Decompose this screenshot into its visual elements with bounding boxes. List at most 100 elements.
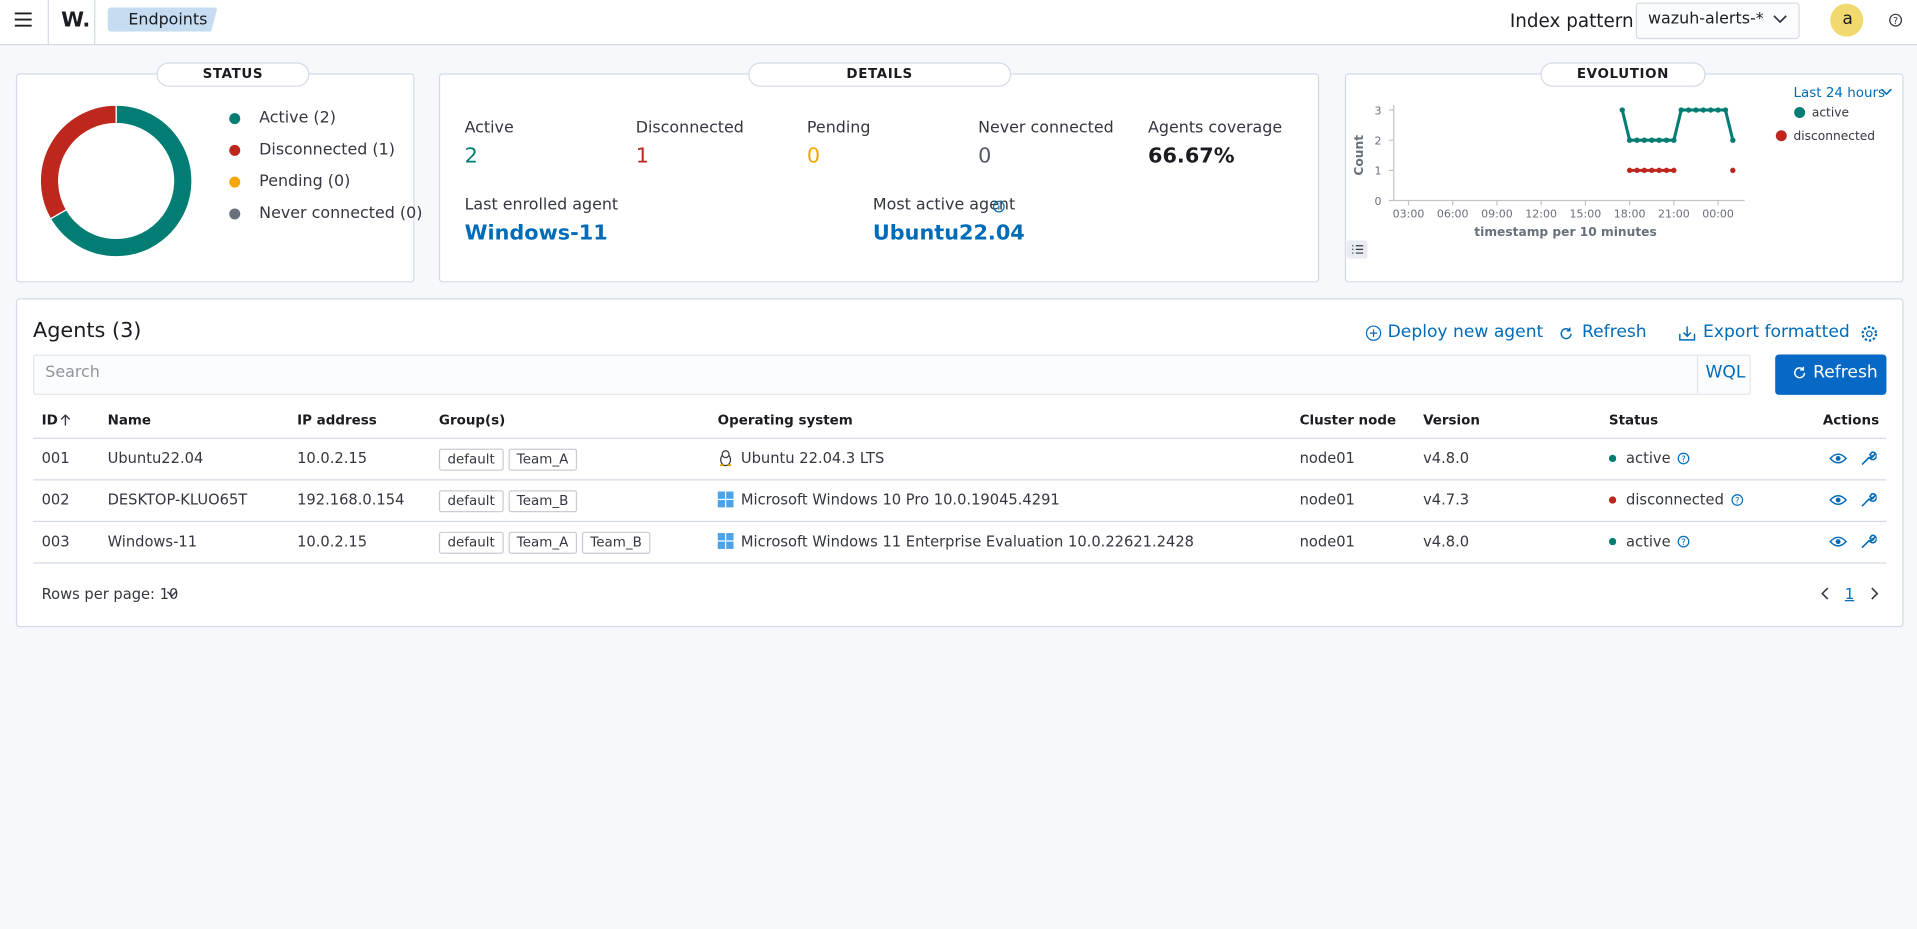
column-header[interactable]: Cluster node [1300, 413, 1396, 429]
view-action[interactable] [1829, 535, 1847, 547]
x-tick-label: 12:00 [1525, 208, 1557, 221]
settings-icon[interactable] [1861, 325, 1878, 342]
view-action[interactable] [1829, 452, 1847, 464]
export-icon[interactable] [1679, 325, 1696, 341]
legend-dot [1794, 107, 1805, 118]
series-point [1627, 137, 1632, 142]
stat-value: 0 [978, 144, 991, 169]
prev-page[interactable] [1820, 587, 1829, 600]
wql-divider [1697, 356, 1698, 394]
series-point [1627, 168, 1632, 173]
deploy-icon[interactable] [1366, 325, 1382, 341]
table-title: Agents (3) [33, 319, 141, 344]
config-action[interactable] [1860, 450, 1877, 467]
legend-label: active [1812, 106, 1849, 120]
legend-label: Disconnected (1) [259, 141, 395, 160]
table-action[interactable]: Refresh [1582, 322, 1647, 343]
series-point [1671, 137, 1676, 142]
table-action[interactable]: Export formatted [1703, 322, 1850, 343]
series-point [1649, 137, 1654, 142]
group-badge[interactable]: Team_A [508, 449, 577, 471]
x-tick-label: 03:00 [1393, 208, 1425, 221]
help-icon[interactable]: ? [1889, 13, 1902, 26]
stat-label: Active [465, 119, 514, 138]
column-header[interactable]: Version [1423, 413, 1480, 429]
cell-id: 002 [42, 491, 70, 509]
next-page[interactable] [1871, 587, 1880, 600]
cell-status: disconnected [1626, 491, 1724, 509]
status-help[interactable]: ? [1678, 452, 1690, 464]
details-panel [439, 73, 1319, 282]
view-action[interactable] [1829, 494, 1847, 506]
x-axis-title: timestamp per 10 minutes [1474, 225, 1656, 239]
status-dot [1609, 496, 1616, 503]
status-help[interactable]: ? [1731, 494, 1743, 506]
series-point [1642, 168, 1647, 173]
group-badge[interactable]: default [439, 532, 503, 554]
app-logo: W. [61, 8, 90, 33]
cell-name: DESKTOP-KLUO65T [108, 491, 248, 509]
legend-label: Never connected (0) [259, 204, 422, 223]
column-header[interactable]: ID [42, 413, 58, 429]
y-tick-label: 3 [1375, 104, 1382, 117]
stat-value: 1 [636, 144, 649, 169]
cell-groups: defaultTeam_ATeam_B [439, 532, 655, 554]
cell-version: v4.8.0 [1423, 450, 1469, 468]
time-range-picker[interactable]: Last 24 hours [1794, 85, 1886, 101]
page-number[interactable]: 1 [1845, 585, 1854, 603]
os-icon [718, 491, 734, 508]
rows-arrow[interactable] [166, 591, 177, 598]
table-action[interactable]: Deploy new agent [1388, 322, 1544, 343]
search-input[interactable] [33, 355, 1751, 395]
x-tick-label: 09:00 [1481, 208, 1513, 221]
row-border [33, 521, 1886, 522]
column-header[interactable]: IP address [297, 413, 377, 429]
query-language[interactable]: WQL [1705, 363, 1745, 384]
most-active-agent[interactable]: Ubuntu22.04 [873, 221, 1025, 246]
y-tick-label: 1 [1375, 165, 1382, 178]
refresh-icon[interactable] [1559, 326, 1574, 341]
config-action[interactable] [1860, 533, 1877, 550]
column-header[interactable]: Operating system [718, 413, 853, 429]
column-header[interactable]: Group(s) [439, 413, 505, 429]
refresh-button-icon [1792, 366, 1807, 381]
breadcrumb[interactable]: Endpoints [128, 11, 207, 30]
cell-node: node01 [1300, 491, 1355, 509]
x-tick-label: 00:00 [1702, 208, 1734, 221]
y-tick-label: 2 [1375, 134, 1382, 147]
series-point [1730, 168, 1735, 173]
series-point [1664, 168, 1669, 173]
last-enrolled-label: Last enrolled agent [465, 196, 619, 215]
cell-name: Windows-11 [108, 533, 197, 551]
cell-name: Ubuntu22.04 [108, 450, 204, 468]
refresh-button-label: Refresh [1813, 363, 1878, 384]
cell-version: v4.8.0 [1423, 533, 1469, 551]
evolution-chart: 012303:0006:0009:0012:0015:0018:0021:000… [1345, 73, 1904, 282]
group-badge[interactable]: Team_B [508, 490, 577, 512]
legend-toggle[interactable] [1346, 240, 1368, 260]
cell-status: active [1626, 533, 1671, 551]
time-range-arrow[interactable] [1880, 88, 1892, 97]
cell-groups: defaultTeam_A [439, 449, 582, 471]
stat-value: 0 [807, 144, 820, 169]
cell-os: Microsoft Windows 11 Enterprise Evaluati… [741, 533, 1194, 551]
info-icon[interactable] [993, 201, 1005, 213]
status-help[interactable]: ? [1678, 535, 1690, 547]
group-badge[interactable]: default [439, 449, 503, 471]
cell-status: active [1626, 450, 1671, 468]
svg-text:?: ? [1682, 538, 1687, 548]
config-action[interactable] [1860, 491, 1877, 508]
series-point [1634, 137, 1639, 142]
column-header[interactable]: Status [1609, 413, 1658, 429]
row-border [33, 562, 1886, 563]
group-badge[interactable]: default [439, 490, 503, 512]
group-badge[interactable]: Team_A [508, 532, 577, 554]
column-header: Actions [1823, 413, 1879, 429]
group-badge[interactable]: Team_B [582, 532, 651, 554]
os-icon [718, 533, 734, 550]
rows-per-page[interactable]: Rows per page: 10 [42, 585, 179, 603]
last-enrolled-agent[interactable]: Windows-11 [465, 221, 608, 246]
column-header[interactable]: Name [108, 413, 151, 429]
